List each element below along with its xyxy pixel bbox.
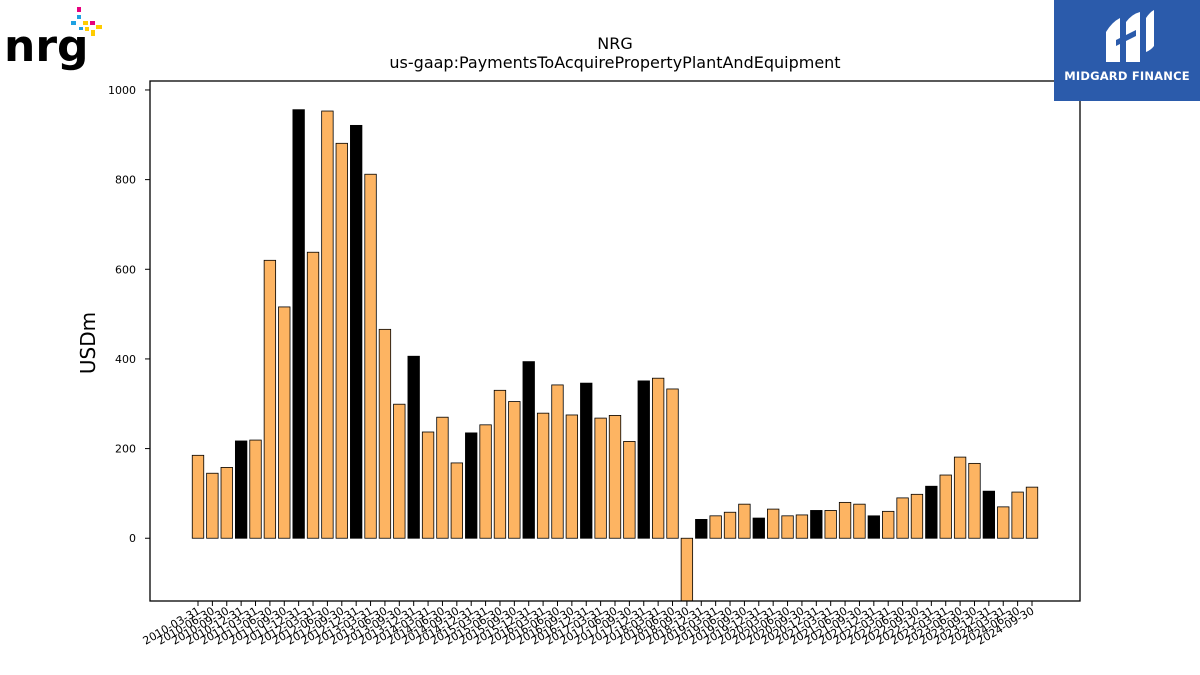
bar-2022-03-31 [882,510,895,539]
bar-2015-09-30 [508,401,521,539]
y-axis-label: USDm [76,312,100,374]
nrg-logo-icon: nrg ® [4,7,102,72]
bar-2021-12-31 [867,515,880,539]
bar-2011-09-30 [278,306,291,539]
bar-2010-09-30 [220,467,233,539]
bar-2013-03-31 [364,173,377,539]
bar-2022-06-30 [896,497,909,539]
bar-2021-03-31 [824,510,837,539]
bar-2014-12-31 [465,432,478,539]
bar-2019-06-30 [723,511,737,539]
plot-frame [149,80,1081,602]
bar-2014-06-30 [436,416,449,539]
chart-title: NRG [597,34,632,53]
bar-2021-09-30 [853,503,866,539]
bar-2022-12-31 [925,485,938,539]
bar-2014-03-31 [421,431,435,539]
bar-2018-06-30 [666,388,679,539]
y-tick-label: 800 [115,174,136,187]
bar-2014-09-30 [450,462,463,539]
bar-2012-06-30 [321,110,334,539]
bar-2020-03-31 [767,508,780,539]
bar-2022-09-30 [910,493,924,539]
y-tick-label: 1000 [108,84,136,97]
bar-2024-06-30 [1011,491,1024,539]
bar-2013-06-30 [378,328,392,539]
bar-2017-09-30 [623,441,636,539]
bar-2019-09-30 [738,503,751,539]
nrg-logo-mark: ® [73,54,79,61]
bar-2020-09-30 [795,514,809,539]
nrg-logo-text: nrg [4,21,89,72]
bar-2019-03-31 [709,515,722,539]
bar-2020-06-30 [781,515,794,539]
bar-2011-03-31 [249,439,262,539]
y-tick-label: 0 [129,532,136,545]
bar-2015-03-31 [479,424,492,539]
bar-2013-09-30 [393,403,406,539]
bar-2016-09-30 [565,414,579,539]
bar-2012-12-31 [350,124,363,539]
y-tick-label: 200 [115,443,136,456]
bar-2018-12-31 [695,519,708,539]
bar-2012-03-31 [306,251,320,539]
bar-2017-03-31 [594,417,607,539]
bar-2011-06-30 [263,259,277,539]
bar-2023-03-31 [939,474,952,539]
bar-2010-12-31 [234,440,248,539]
bar-2015-06-30 [493,389,507,539]
chart-subtitle: us-gaap:PaymentsToAcquirePropertyPlantAn… [389,53,840,72]
bar-2023-12-31 [982,490,996,539]
bar-2021-06-30 [838,501,852,539]
y-tick-label: 600 [115,263,136,276]
nrg-logo: nrg ® [4,6,104,72]
midgard-logo-icon [1106,10,1154,62]
bar-2016-03-31 [536,412,550,539]
bar-2018-03-31 [651,377,665,539]
bar-2018-09-30 [680,537,694,602]
bar-2017-06-30 [608,415,622,539]
bar-2012-09-30 [335,142,348,539]
midgard-finance-logo: MIDGARD FINANCE [1054,0,1200,101]
bar-2024-09-30 [1025,486,1039,539]
bar-2010-03-31 [191,454,205,539]
bar-2023-06-30 [953,456,967,539]
bar-2011-12-31 [292,109,305,539]
bar-2010-06-30 [206,472,219,539]
bar-2016-12-31 [580,382,593,539]
bar-2023-09-30 [968,462,981,539]
bar-group [191,109,1039,602]
bar-2019-12-31 [752,517,765,539]
y-axis: 0 200 400 600 800 1000 [108,84,150,545]
bar-2015-12-31 [522,361,535,539]
bar-2013-12-31 [407,355,420,539]
bar-2016-06-30 [551,384,564,539]
midgard-logo-text: MIDGARD FINANCE [1064,69,1190,83]
bar-2017-12-31 [637,380,650,539]
bar-2020-12-31 [810,510,823,539]
y-tick-label: 400 [115,353,136,366]
bar-2024-03-31 [997,506,1010,539]
x-axis: 2010-03-312010-06-302010-09-302010-12-31… [141,601,1037,648]
